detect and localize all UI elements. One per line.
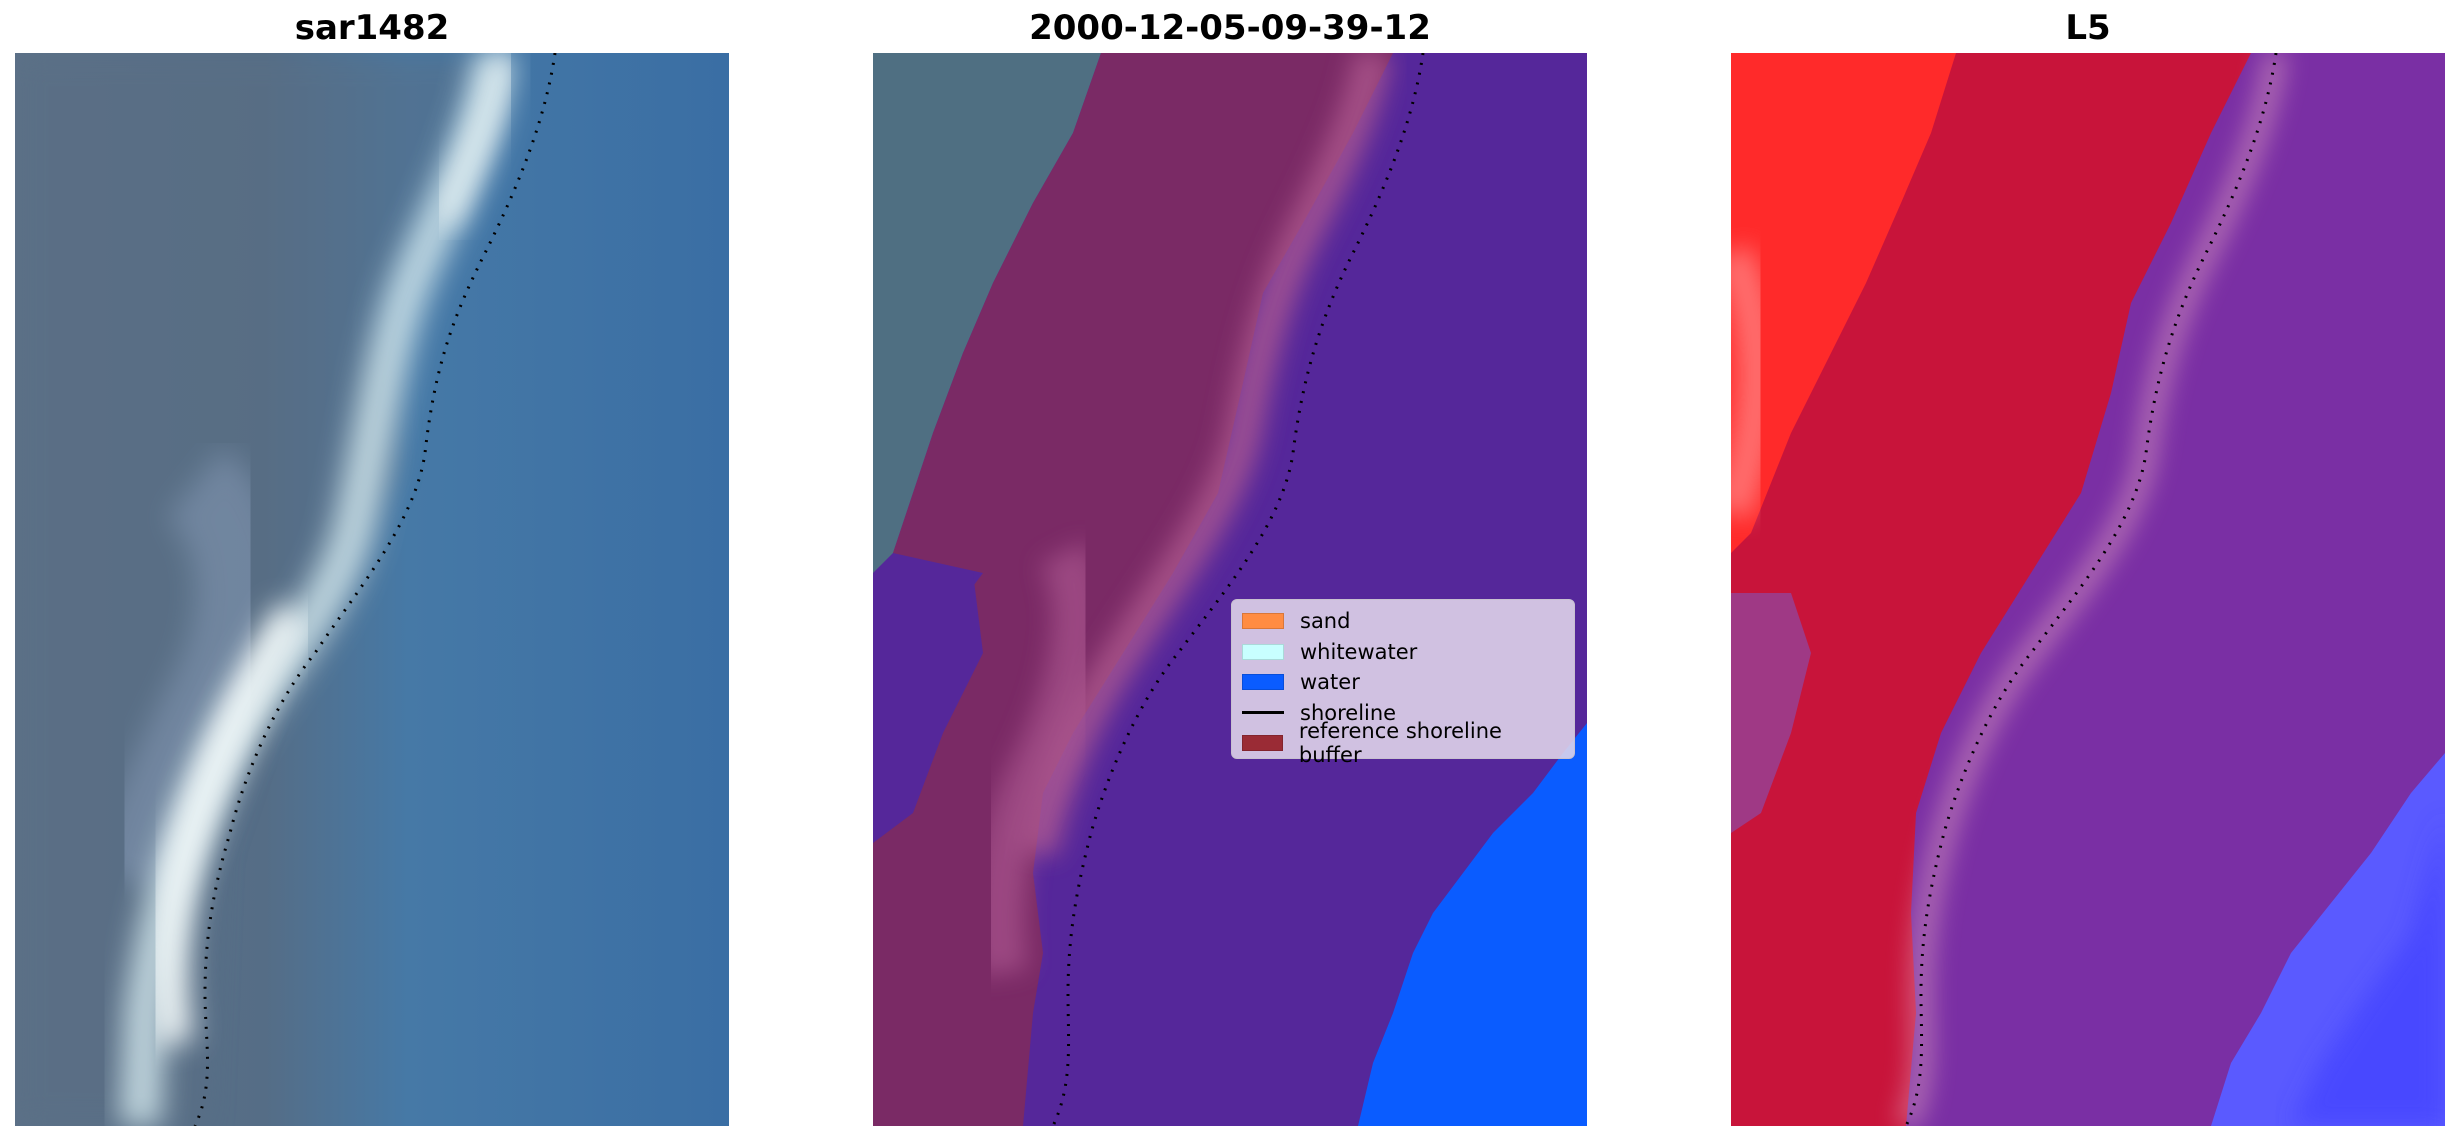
rgb-image bbox=[15, 53, 729, 1126]
legend-item-sand: sand bbox=[1242, 606, 1564, 637]
legend-item-shoreline: shoreline bbox=[1242, 698, 1564, 729]
panel-title-classified: 2000-12-05-09-39-12 bbox=[1029, 8, 1431, 48]
classified-image bbox=[873, 53, 1587, 1126]
legend: sand whitewater water shoreline referenc… bbox=[1231, 599, 1575, 767]
legend-label: whitewater bbox=[1300, 639, 1418, 664]
panel-title-rgb: sar1482 bbox=[294, 8, 450, 48]
l5-image-panel bbox=[1731, 53, 2445, 1126]
shoreline-dots bbox=[1051, 53, 1425, 1126]
legend-swatch-whitewater bbox=[1242, 643, 1284, 660]
panel-title-l5: L5 bbox=[2065, 8, 2111, 48]
classified-image-panel bbox=[873, 53, 1587, 1126]
legend-label: sand bbox=[1300, 609, 1351, 634]
legend-item-water: water bbox=[1242, 667, 1564, 698]
shoreline-dots bbox=[1904, 53, 2278, 1126]
legend-line-shoreline bbox=[1242, 711, 1284, 715]
legend-label: shoreline bbox=[1300, 700, 1397, 725]
legend-label: reference shoreline buffer bbox=[1298, 719, 1502, 768]
legend-label: water bbox=[1300, 670, 1360, 695]
legend-item-reference-buffer: reference shoreline buffer bbox=[1242, 719, 1564, 767]
legend-swatch-reference-buffer bbox=[1242, 735, 1283, 752]
rgb-image-panel bbox=[15, 53, 729, 1126]
l5-image bbox=[1731, 53, 2445, 1126]
legend-swatch-sand bbox=[1242, 613, 1284, 630]
legend-swatch-water bbox=[1242, 674, 1284, 691]
legend-item-whitewater: whitewater bbox=[1242, 637, 1564, 668]
